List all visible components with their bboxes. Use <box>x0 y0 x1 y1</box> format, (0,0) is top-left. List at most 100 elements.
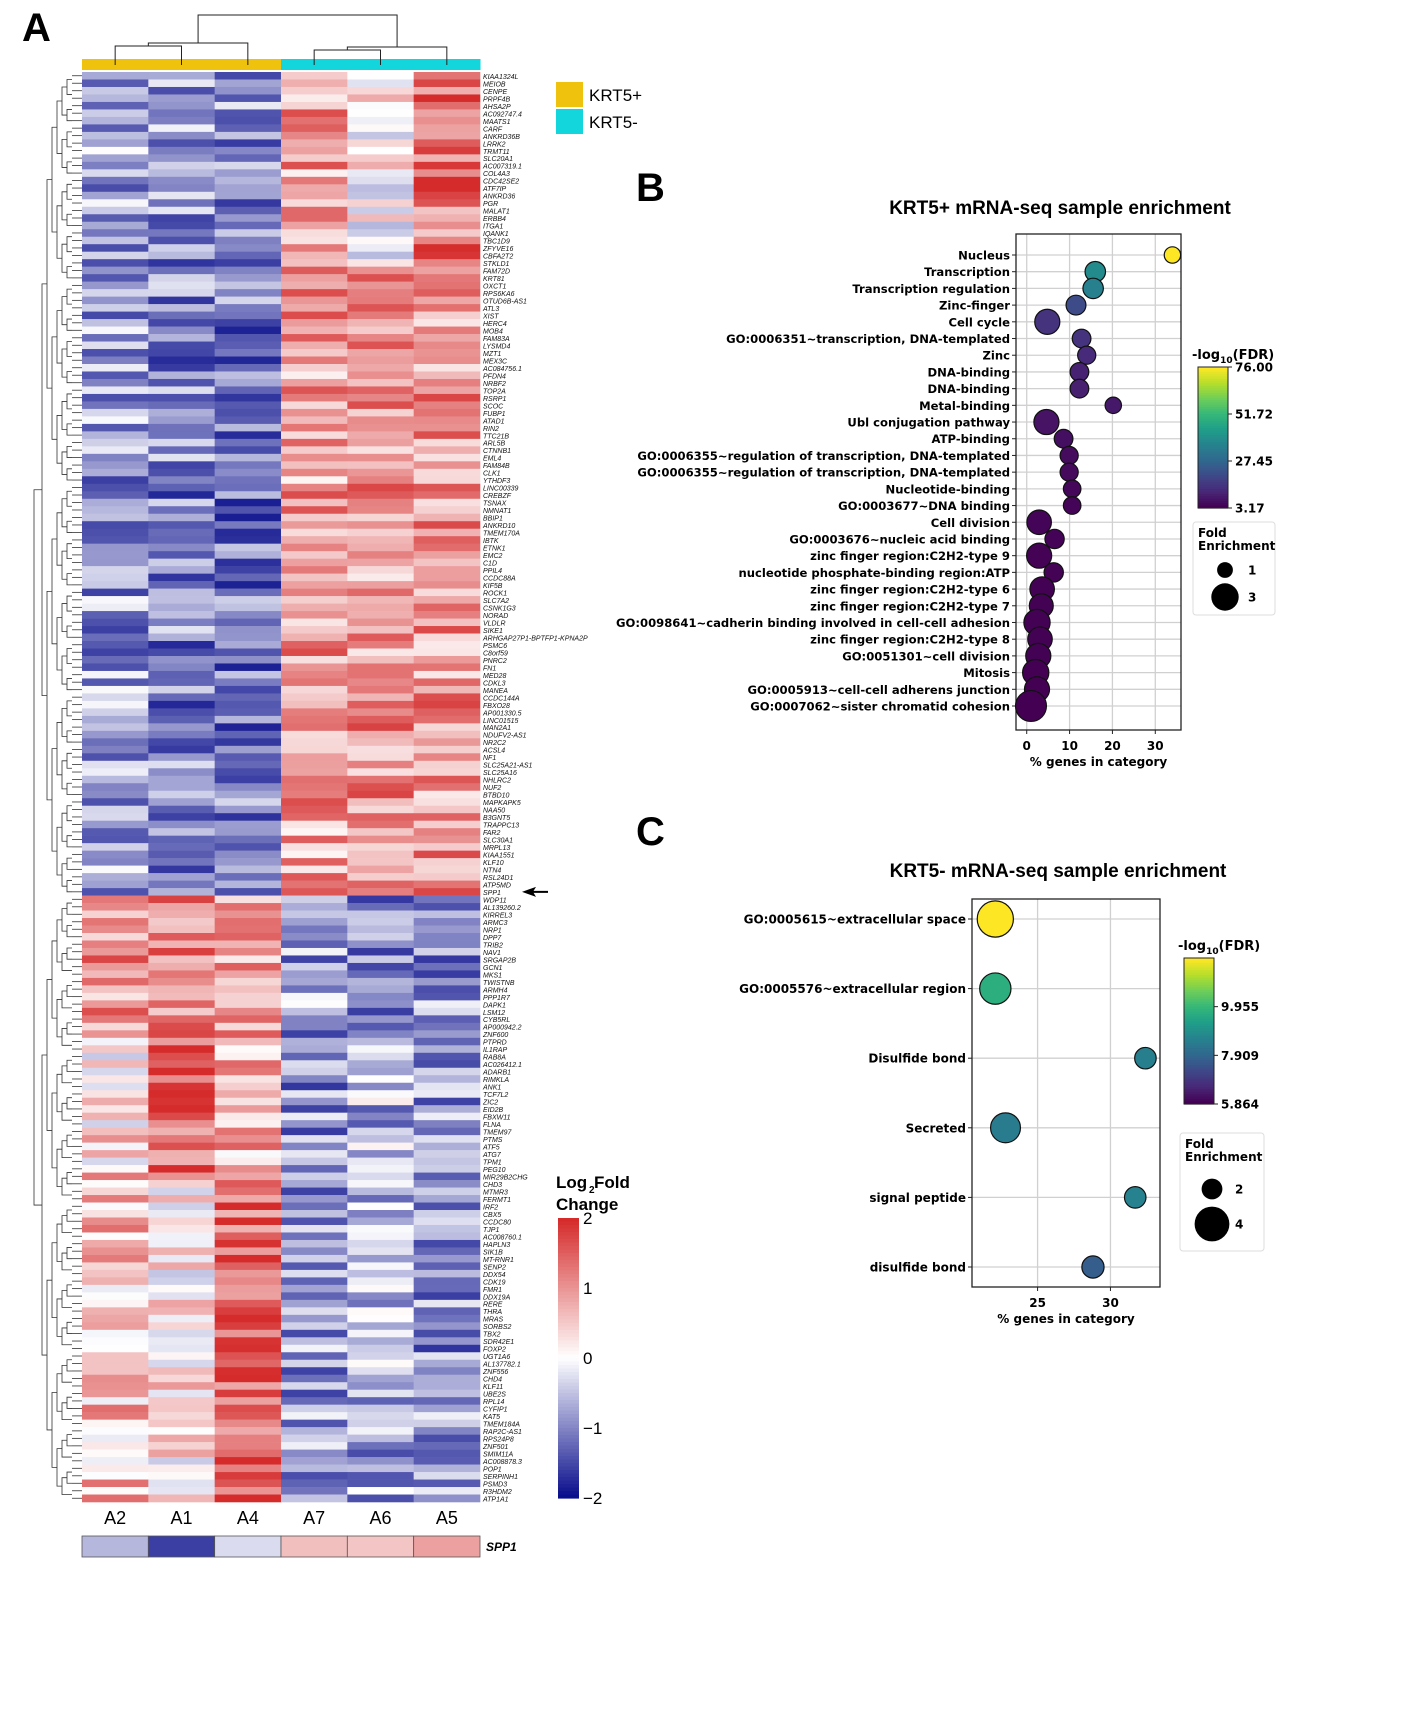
heatmap-cell <box>413 356 481 365</box>
heatmap-cell <box>281 206 348 215</box>
heatmap-cell <box>347 603 414 612</box>
colorbar-step <box>558 1424 579 1429</box>
colorbar-step <box>1184 1009 1214 1013</box>
heatmap-cell <box>281 319 348 327</box>
heatmap-cell <box>148 1449 215 1458</box>
gene-label: YTHDF3 <box>483 478 510 485</box>
heatmap-cell <box>347 670 414 679</box>
heatmap-cell <box>82 401 149 410</box>
colorbar-step <box>558 1407 579 1412</box>
colorbar-step <box>1198 442 1228 446</box>
colorbar-step <box>558 1389 579 1394</box>
colorbar-step <box>1198 498 1228 502</box>
heatmap-cell <box>214 581 282 589</box>
heatmap-cell <box>148 1030 215 1039</box>
heatmap-cell <box>347 641 414 649</box>
heatmap-cell <box>214 596 282 604</box>
row-dendrogram-branch <box>61 603 67 633</box>
group-legend-label: KRT5- <box>589 113 638 132</box>
heatmap-cell <box>413 603 481 612</box>
heatmap-cell <box>413 1479 481 1488</box>
heatmap-cell <box>281 476 348 485</box>
row-dendrogram-branch <box>66 880 72 893</box>
heatmap-cell <box>347 1292 414 1301</box>
gene-label: TMEM170A <box>483 531 520 538</box>
heatmap-cell <box>281 977 348 986</box>
x-tick-label: 20 <box>1104 739 1121 753</box>
heatmap-cell <box>413 206 481 215</box>
heatmap-cell <box>281 184 348 193</box>
colorbar-step <box>558 1295 579 1300</box>
heatmap-cell <box>214 955 282 964</box>
heatmap-cell <box>148 1367 215 1376</box>
heatmap-cell <box>214 1292 282 1301</box>
y-tick-label: GO:0005576~extracellular region <box>739 982 966 996</box>
size-legend-marker <box>1211 583 1239 611</box>
heatmap-cell <box>214 1022 282 1031</box>
heatmap-cell <box>281 648 348 657</box>
heatmap-cell <box>148 850 215 859</box>
gene-label: FAM83A <box>483 336 510 343</box>
heatmap-cell <box>281 461 348 470</box>
heatmap-cell <box>413 918 481 926</box>
data-point <box>1069 378 1090 399</box>
heatmap-cell <box>281 281 348 290</box>
gene-label: ARMC3 <box>482 920 508 927</box>
heatmap-cell <box>413 161 481 170</box>
heatmap-cell <box>347 191 414 200</box>
chart-title: KRT5- mRNA-seq sample enrichment <box>890 861 1227 882</box>
size-legend-label: 4 <box>1235 1218 1243 1232</box>
heatmap-cell <box>214 1307 282 1316</box>
heatmap-cell <box>347 251 414 260</box>
row-dendrogram-branch <box>66 1097 72 1110</box>
heatmap-cell <box>281 1247 348 1256</box>
heatmap-cell <box>214 970 282 979</box>
gene-label: RPS6KA6 <box>483 291 515 298</box>
panel-label-a: A <box>22 6 51 50</box>
heatmap-cell <box>347 947 414 956</box>
gene-label: SLC25A16 <box>483 770 517 777</box>
heatmap-cell <box>82 962 149 971</box>
gene-label: ETNK1 <box>483 546 506 553</box>
heatmap-cell <box>82 828 149 836</box>
colorbar-step <box>1184 1038 1214 1042</box>
row-dendrogram-branch <box>51 336 57 440</box>
heatmap-cell <box>281 1382 348 1390</box>
heatmap-cell <box>281 1337 348 1346</box>
row-dendrogram-branch <box>51 940 57 1019</box>
heatmap-cell <box>347 139 414 148</box>
heatmap-cell <box>281 72 348 80</box>
heatmap-cell <box>214 543 282 552</box>
heatmap-cell <box>281 1427 348 1435</box>
heatmap-cell <box>347 1412 414 1420</box>
heatmap-cell <box>214 798 282 807</box>
heatmap-cell <box>413 843 481 851</box>
heatmap-cell <box>214 1015 282 1024</box>
gene-label: FBXO28 <box>483 703 510 710</box>
heatmap-cell <box>413 551 481 559</box>
heatmap-cell <box>82 1404 149 1413</box>
gene-label: WDP11 <box>483 897 507 904</box>
heatmap-cell <box>148 296 215 305</box>
heatmap-cell <box>347 970 414 979</box>
gene-label: CYB5RL <box>483 1017 510 1024</box>
heatmap-cell <box>148 828 215 836</box>
colorbar-step <box>558 1487 579 1492</box>
heatmap-cell <box>347 566 414 574</box>
heatmap-cell <box>413 723 481 732</box>
heatmap-cell <box>148 985 215 994</box>
heatmap-cell <box>281 393 348 402</box>
gene-label: KIAA1551 <box>483 853 515 860</box>
heatmap-cell <box>413 1030 481 1039</box>
heatmap-cell <box>82 1097 149 1106</box>
heatmap-cell <box>413 813 481 821</box>
gene-label: PSMD3 <box>483 1481 507 1488</box>
colorbar-tick-label: 5.864 <box>1221 1098 1259 1112</box>
heatmap-cell <box>214 558 282 567</box>
gene-label: AP001330.5 <box>482 710 522 717</box>
heatmap-cell <box>281 101 348 110</box>
colorbar-tick-label: 27.45 <box>1235 454 1273 468</box>
heatmap-cell <box>347 1382 414 1390</box>
heatmap-cell <box>347 1449 414 1458</box>
data-point <box>1059 462 1079 482</box>
